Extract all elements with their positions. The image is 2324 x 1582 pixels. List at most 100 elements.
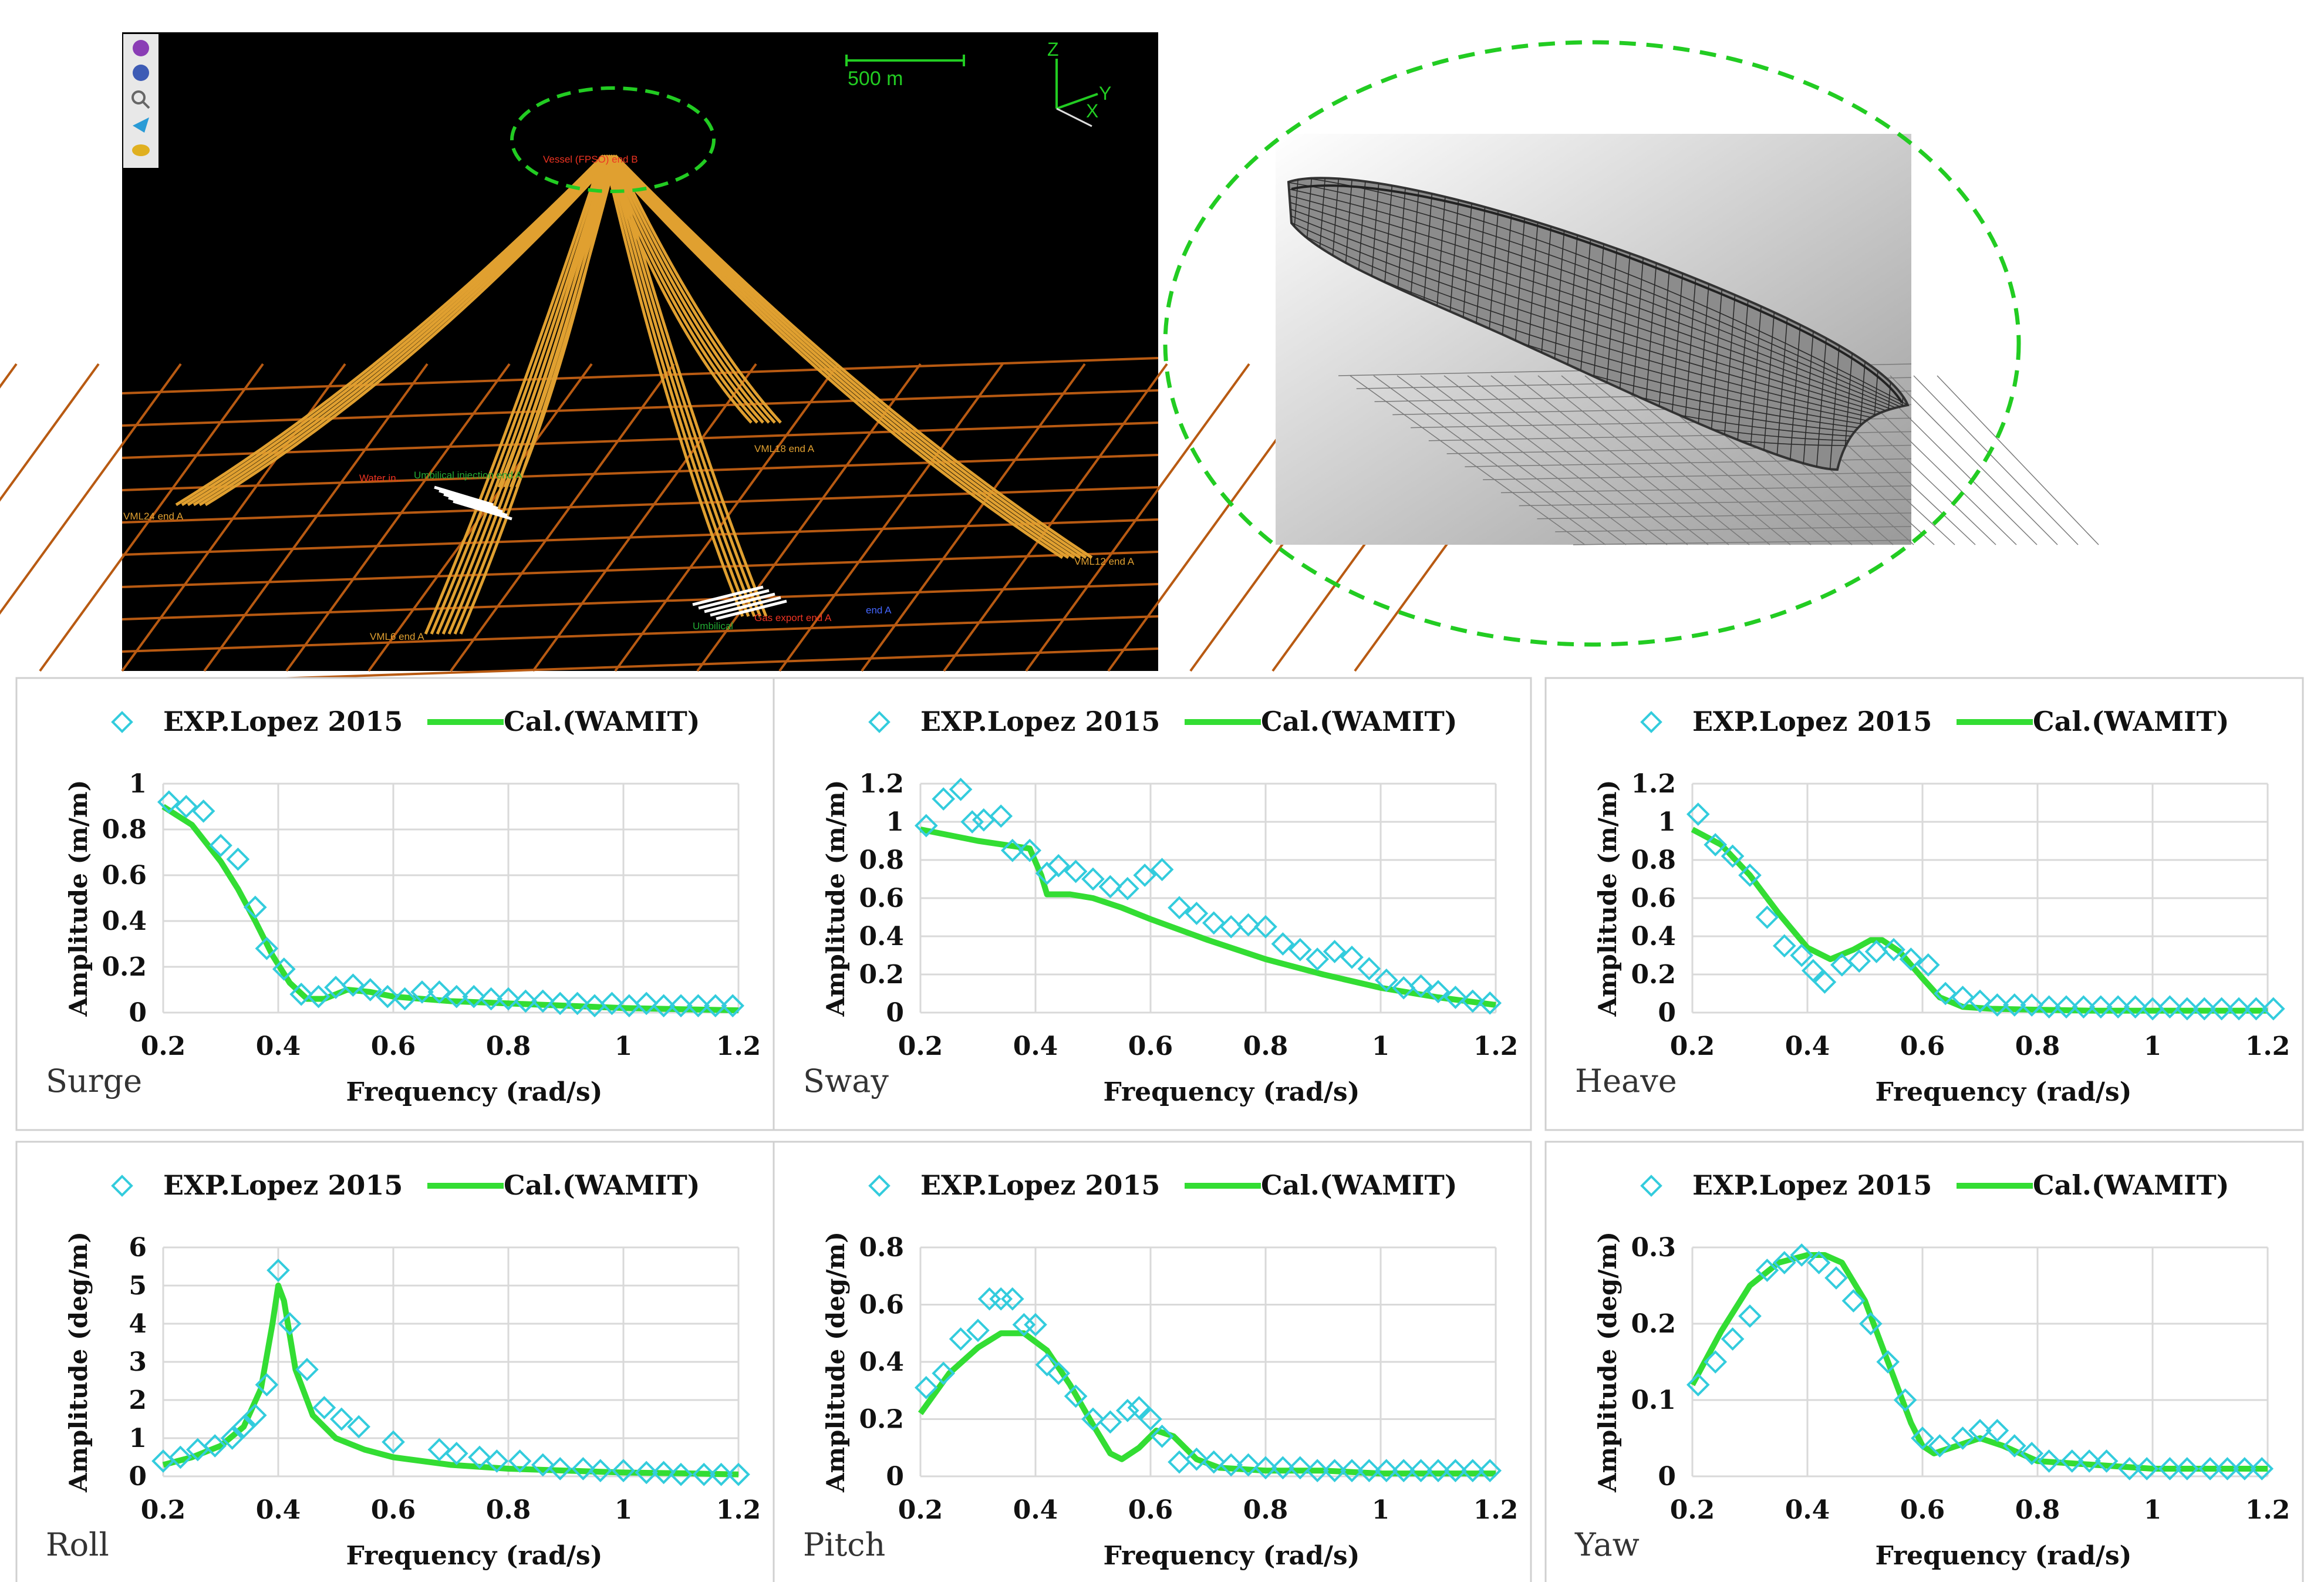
exp-data-point [635,1460,659,1485]
exp-data-point [168,1445,193,1469]
zoom-icon[interactable] [131,90,146,104]
rotate-icon[interactable] [133,40,149,56]
scale-bar: 500 m [845,55,965,90]
exp-data-point [1323,940,1347,963]
legend-exp-label: EXP.Lopez 2015 [163,1169,403,1201]
legend-cal-label: Cal.(WAMIT) [504,1169,700,1201]
exp-data-point [1374,1459,1398,1483]
exp-data-point [709,1462,733,1486]
exp-data-point [272,957,296,981]
exp-data-point [1323,1459,1347,1483]
exp-data-point [2215,1457,2239,1480]
y-tick-label: 0.8 [102,815,147,845]
exp-data-point [1968,1419,1992,1442]
exp-data-point [1790,943,1814,967]
exp-data-point [1392,976,1416,1000]
exp-data-point [1185,1447,1209,1471]
exp-data-point [1738,1304,1762,1328]
scene-toolbar[interactable] [123,34,158,168]
exp-data-point [1340,945,1364,969]
vml6-label: VML6 end A [370,631,424,642]
exp-data-point [914,1376,938,1399]
exp-data-point [462,984,486,1008]
x-tick-label: 1.2 [1473,1495,1519,1525]
view-icon[interactable] [132,144,150,156]
legend-exp-marker [1640,1175,1662,1197]
x-axis-label: Frequency (rad/s) [346,1541,603,1571]
y-tick-label: 0 [886,1462,904,1492]
exp-data-point [1202,911,1226,935]
exp-data-point [2020,993,2044,1017]
exp-data-point [255,936,279,960]
fit-view-icon[interactable] [133,117,149,133]
exp-data-point [721,994,745,1018]
exp-data-point [376,984,400,1008]
x-tick-label: 0.8 [2015,1495,2060,1525]
x-tick-label: 0.6 [1900,1495,1945,1525]
exp-data-point [1911,1426,1934,1450]
hull-highlight-ellipse [1163,40,2021,647]
exp-data-point [289,982,313,1006]
x-tick-label: 1.2 [2245,1031,2291,1061]
axis-z-label: Z [1047,39,1059,60]
y-tick-label: 5 [129,1271,147,1301]
y-tick-label: 0 [1658,998,1676,1028]
x-axis-label: Frequency (rad/s) [1876,1541,2132,1571]
y-tick-label: 2 [129,1385,147,1415]
exp-data-point [410,980,434,1004]
y-tick-label: 1.2 [1631,769,1676,799]
exp-data-point [1847,949,1871,973]
exp-data-point [278,1312,302,1335]
y-tick-label: 0.2 [1631,1309,1676,1339]
y-tick-label: 1 [129,1424,147,1453]
exp-data-point [1392,1459,1416,1483]
y-axis-label: Amplitude (m/m) [821,780,850,1017]
y-tick-label: 1 [1658,807,1676,837]
exp-data-point [1426,980,1450,1004]
x-tick-label: 0.2 [141,1031,186,1061]
exp-data-point [1928,1434,1952,1458]
exp-data-point [1081,1407,1105,1431]
exp-data-point [1081,867,1105,891]
axis-x-label: X [1086,100,1098,122]
exp-data-point [1254,915,1277,939]
water-injection-label: Water in... [359,473,404,484]
exp-data-point [635,991,659,1016]
x-tick-label: 1.2 [2245,1495,2291,1525]
chart-frame [1544,1141,2304,1582]
exp-data-point [571,1457,595,1480]
exp-data-point [1738,863,1762,887]
exp-data-point [427,1438,451,1462]
exp-data-point [427,980,451,1004]
exp-data-point [1686,802,1710,826]
motion-title: Surge [46,1062,142,1099]
exp-data-point [1064,859,1088,883]
exp-data-point [306,984,330,1008]
exp-data-point [1271,932,1295,956]
x-tick-label: 0.4 [256,1031,301,1061]
exp-data-point [692,1462,716,1486]
pan-icon[interactable] [133,65,149,81]
exp-data-point [485,1449,509,1473]
x-tick-label: 0.4 [1785,1495,1830,1525]
x-tick-label: 0.6 [371,1031,416,1061]
x-tick-label: 0.8 [486,1031,531,1061]
y-tick-label: 0.2 [1631,960,1676,990]
exp-data-point [949,1327,973,1351]
legend-exp-marker [111,1175,133,1197]
legend-exp-label: EXP.Lopez 2015 [1692,706,1932,737]
exp-data-point [2055,995,2078,1019]
exp-data-point [2072,995,2096,1019]
x-tick-label: 1 [1372,1031,1390,1061]
exp-data-point [652,1460,676,1485]
exp-data-point [600,991,624,1016]
exp-data-point [932,1361,956,1385]
exp-data-point [191,799,215,823]
y-tick-label: 0.2 [859,960,904,990]
exp-data-point [1807,1251,1831,1274]
exp-data-point [1813,970,1837,994]
legend-exp-marker [868,1175,891,1197]
exp-data-point [1340,1459,1364,1483]
